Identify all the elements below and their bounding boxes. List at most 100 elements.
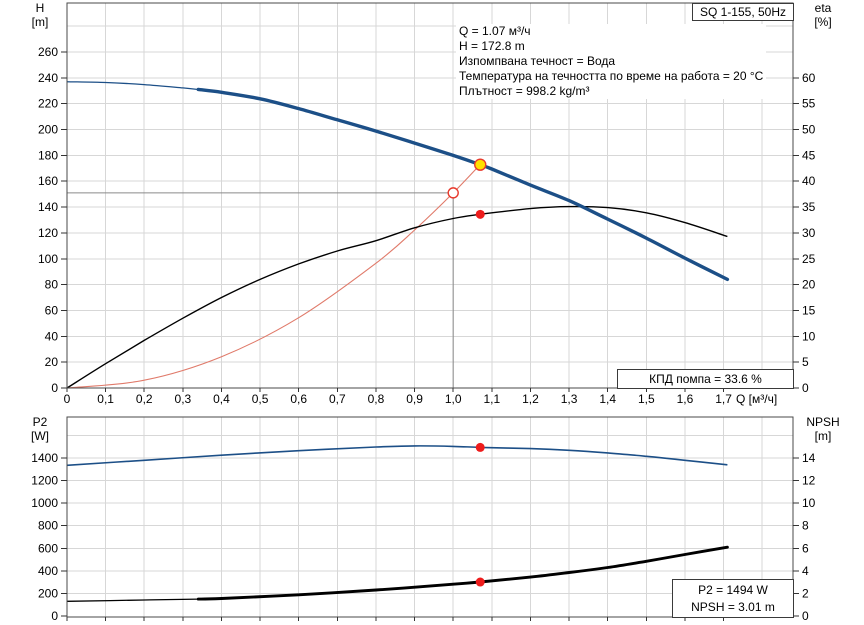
duty-point-requested (447, 187, 459, 199)
y-left-tick-label: 1400 (31, 451, 58, 465)
y-right-tick-label: 60 (802, 71, 816, 85)
y-left-tick-label: 140 (38, 200, 58, 214)
y-left-tick-label: 220 (38, 97, 58, 111)
y-left-tick-label: 60 (45, 303, 59, 317)
system-curve (66, 164, 481, 389)
p2-axis-title: P2 [W] (22, 415, 58, 443)
y-left-tick-label: 100 (38, 252, 58, 266)
y-right-tick-label: 15 (802, 303, 816, 317)
x-tick-label: 0,1 (97, 392, 114, 406)
y-right-tick-label: 5 (802, 355, 809, 369)
y-right-tick-label: 14 (802, 451, 816, 465)
x-tick-label: 1,7 (715, 392, 732, 406)
y-right-tick-label: 30 (802, 226, 816, 240)
duty-point-annotation: Q = 1.07 м³/ч H = 172.8 m Изпомпвана теч… (456, 24, 767, 99)
y-left-tick-label: 200 (38, 123, 58, 137)
x-tick-label: 1,5 (638, 392, 655, 406)
x-tick-label: 0,2 (136, 392, 153, 406)
x-tick-label: 1,3 (561, 392, 578, 406)
y-right-tick-label: 20 (802, 278, 816, 292)
y-left-tick-label: 40 (45, 329, 59, 343)
plot-border (66, 416, 794, 618)
y-right-tick-label: 10 (802, 329, 816, 343)
x-tick-label: 1,1 (483, 392, 500, 406)
y-right-tick-label: 40 (802, 174, 816, 188)
h-axis-title-symbol: H (35, 1, 45, 15)
npsh-curve (196, 545, 729, 601)
y-left-tick-label: 260 (38, 45, 58, 59)
pump-model-badge: SQ 1-155, 50Hz (692, 3, 794, 21)
efficiency-point (475, 209, 485, 219)
npsh-axis-title-unit: [m] (814, 429, 832, 443)
p2-axis-title-symbol: P2 (32, 415, 48, 429)
x-tick-label: 0 (64, 392, 71, 406)
duty-point (474, 158, 487, 171)
y-right-tick-label: 0 (802, 609, 809, 623)
y-left-tick-label: 160 (38, 174, 58, 188)
x-tick-label: 0,3 (175, 392, 192, 406)
y-left-tick-label: 180 (38, 148, 58, 162)
x-tick-label: 1,4 (599, 392, 616, 406)
plot-border (66, 2, 794, 389)
y-right-tick-label: 12 (802, 474, 816, 488)
y-right-tick-label: 8 (802, 519, 809, 533)
result-p2-line: P2 = 1494 W (698, 583, 768, 597)
annotation-line-density: Плътност = 998.2 kg/m³ (459, 84, 590, 98)
y-right-tick-label: 45 (802, 148, 816, 162)
npsh-curve-lead (66, 598, 199, 602)
y-right-tick-label: 35 (802, 200, 816, 214)
annotation-line-h: H = 172.8 m (459, 39, 525, 53)
y-right-tick-label: 10 (802, 496, 816, 510)
x-tick-label: 0,5 (252, 392, 269, 406)
x-tick-label: 0,8 (368, 392, 385, 406)
y-left-tick-label: 800 (38, 519, 58, 533)
x-tick-label: 0,7 (329, 392, 346, 406)
x-tick-label: 1,2 (522, 392, 539, 406)
y-right-tick-label: 25 (802, 252, 816, 266)
y-left-tick-label: 600 (38, 541, 58, 555)
h-axis-title: H [m] (22, 1, 58, 29)
y-left-tick-label: 0 (51, 381, 58, 395)
y-right-tick-label: 6 (802, 541, 809, 555)
y-left-tick-label: 1200 (31, 474, 58, 488)
eta-axis-title-symbol: eta (814, 1, 832, 15)
y-left-tick-label: 240 (38, 71, 58, 85)
x-tick-label: 0,9 (406, 392, 423, 406)
npsh-axis-title-symbol: NPSH (806, 415, 840, 429)
p2-npsh-result-label: P2 = 1494 W NPSH = 3.01 m (672, 579, 794, 618)
y-left-tick-label: 20 (45, 355, 59, 369)
eta-axis-title: eta [%] (804, 1, 842, 29)
p2-curve (66, 445, 728, 467)
x-tick-label: 0,6 (290, 392, 307, 406)
annotation-line-temperature: Температура на течността по време на раб… (459, 69, 764, 83)
y-right-tick-label: 4 (802, 564, 809, 578)
y-right-tick-label: 55 (802, 97, 816, 111)
y-left-tick-label: 120 (38, 226, 58, 240)
x-tick-label: 0,4 (213, 392, 230, 406)
annotation-line-liquid: Изпомпвана течност = Вода (459, 54, 616, 68)
eta-axis-title-unit: [%] (814, 15, 832, 29)
npsh-point (475, 577, 485, 587)
x-tick-label: 1,0 (445, 392, 462, 406)
npsh-axis-title: NPSH [m] (796, 415, 850, 443)
y-right-tick-label: 2 (802, 586, 809, 600)
y-left-tick-label: 400 (38, 564, 58, 578)
y-right-tick-label: 50 (802, 123, 816, 137)
h-axis-title-unit: [m] (31, 15, 49, 29)
result-npsh-line: NPSH = 3.01 m (691, 600, 775, 614)
annotation-line-q: Q = 1.07 м³/ч (459, 24, 531, 38)
q-axis-unit-label: Q [м³/ч] (736, 392, 778, 406)
y-left-tick-label: 80 (45, 278, 59, 292)
p2-axis-title-unit: [W] (31, 429, 49, 443)
head-curve (196, 87, 730, 282)
y-left-tick-label: 0 (51, 609, 58, 623)
x-tick-label: 1,6 (677, 392, 694, 406)
y-left-tick-label: 200 (38, 586, 58, 600)
head-curve-lead (66, 81, 199, 91)
y-right-tick-label: 0 (802, 381, 809, 395)
pump-efficiency-label: КПД помпа = 33.6 % (617, 369, 794, 389)
p2-point (475, 442, 485, 452)
efficiency-curve (66, 205, 728, 389)
